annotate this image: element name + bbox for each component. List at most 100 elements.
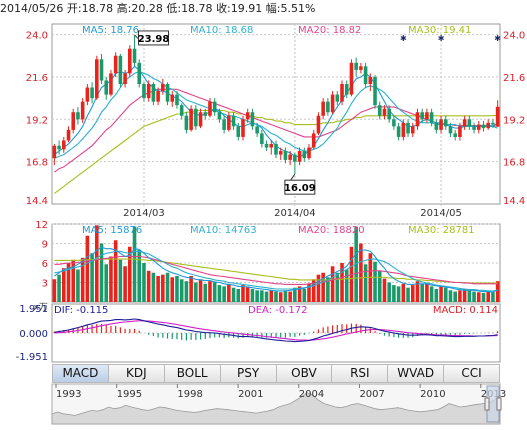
tab-obv[interactable]: OBV [276, 364, 333, 383]
history-x-tick: 2007 [359, 389, 384, 400]
candle [467, 119, 472, 127]
tab-wvad[interactable]: WVAD [388, 364, 445, 383]
volume-bar [401, 283, 406, 302]
volume-bar [453, 291, 457, 302]
volume-bar [184, 281, 189, 302]
volume-bar [109, 256, 113, 302]
candle [415, 112, 420, 127]
volume-bar [128, 246, 132, 302]
volume-bar [198, 279, 203, 302]
candle [179, 105, 184, 116]
close-label: 收: [216, 2, 231, 15]
candle [481, 124, 486, 129]
price-x-tick: 2014/05 [420, 208, 462, 219]
macd-dif-line [54, 318, 498, 343]
volume-bar [467, 290, 472, 302]
volume-bar [288, 291, 292, 302]
volume-bar [278, 292, 283, 302]
candle [165, 84, 170, 102]
history-x-tick: 1995 [117, 389, 142, 400]
quote-header: 2014/05/26 开:18.78 高:20.28 低:18.78 收:19.… [0, 0, 527, 18]
volume-bar [481, 292, 486, 302]
volume-bar [344, 269, 349, 302]
candle [392, 119, 396, 127]
volume-bar [57, 274, 61, 302]
macd-y-tick: 0.000 [19, 329, 48, 340]
volume-y-tick: 9 [42, 240, 48, 251]
price-x-tick: 2014/03 [123, 208, 165, 219]
candle [321, 101, 325, 116]
price-y-tick-right: 24.0 [503, 31, 525, 42]
tab-rsi[interactable]: RSI [332, 364, 389, 383]
candle [222, 119, 226, 130]
volume-bar [396, 286, 401, 302]
annotation-label: 23.98 [138, 34, 170, 45]
volume-bar [208, 281, 212, 302]
price-y-tick-left: 21.6 [26, 73, 48, 84]
volume-bar [382, 278, 387, 302]
volume-bar [462, 289, 467, 302]
tab-boll[interactable]: BOLL [164, 364, 221, 383]
candle [113, 55, 118, 74]
volume-bar [326, 277, 330, 302]
volume-bar [486, 291, 491, 302]
annotation-box [138, 30, 170, 46]
volume-ma-label: MA5: 15876 [82, 225, 142, 236]
candle [495, 106, 500, 127]
price-panel-frame [51, 23, 501, 205]
candle [335, 94, 340, 102]
tab-psy[interactable]: PSY [220, 364, 277, 383]
macd-dif-label: DIF: -0.115 [54, 305, 108, 316]
price-ma-label: MA5: 18.76 [82, 25, 139, 36]
tab-macd[interactable]: MACD [52, 364, 109, 383]
volume-bar [307, 283, 311, 302]
candle [61, 140, 66, 150]
close-value: 19.91 [230, 2, 263, 15]
candle [472, 126, 476, 130]
candle [80, 101, 85, 120]
candle [137, 62, 142, 84]
open-label: 开: [66, 2, 82, 15]
price-ma20-line [54, 88, 498, 173]
candle [377, 105, 382, 116]
candle [326, 101, 330, 113]
macd-dea-label: DEA: -0.172 [248, 305, 307, 316]
history-range-handle-left[interactable] [484, 397, 490, 411]
volume-bar [61, 268, 66, 302]
candle [146, 84, 151, 99]
candle [448, 126, 453, 134]
volume-y-tick: 3 [42, 279, 48, 290]
volume-bar [137, 250, 142, 302]
candle [269, 144, 274, 148]
candle [236, 126, 241, 137]
candle [486, 122, 491, 129]
candle [462, 119, 467, 127]
candle [189, 108, 193, 130]
price-y-tick-left: 19.2 [26, 115, 48, 126]
tab-kdj[interactable]: KDJ [108, 364, 165, 383]
volume-bar [476, 292, 481, 302]
candle [354, 62, 358, 70]
candle [330, 94, 335, 113]
volume-bar [491, 292, 495, 302]
volume-bar [71, 259, 76, 302]
volume-bar [85, 235, 90, 302]
history-range-handle-right[interactable] [496, 397, 502, 411]
volume-bar [231, 287, 236, 302]
candle [104, 80, 109, 95]
candle [297, 151, 302, 162]
price-y-tick-right: 14.4 [503, 196, 525, 207]
history-area [51, 392, 501, 425]
tab-cci[interactable]: CCI [444, 364, 500, 383]
volume-bar [151, 272, 156, 302]
candle [85, 87, 90, 102]
volume-y-tick: 12 [35, 220, 48, 231]
candle [406, 122, 410, 134]
candle [90, 87, 94, 99]
price-y-tick-left: 16.8 [26, 158, 48, 169]
candle [71, 112, 76, 130]
volume-bar [76, 269, 80, 302]
volume-bar [269, 290, 274, 302]
volume-bar [392, 285, 396, 302]
